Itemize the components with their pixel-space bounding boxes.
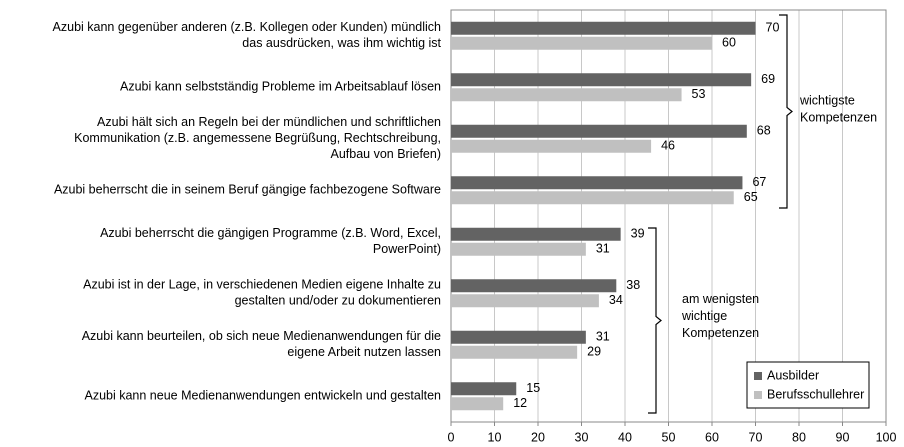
x-tick-label: 70	[749, 430, 763, 444]
value-label: 65	[744, 190, 758, 204]
category-label: Azubi ist in der Lage, in verschiedenen …	[83, 278, 441, 308]
annotation: wichtigste Kompetenzen	[799, 94, 877, 125]
bracket	[648, 227, 662, 414]
plot-frame	[450, 9, 887, 423]
category-label: Azubi kann selbstständig Probleme im Arb…	[120, 80, 441, 94]
value-label: 29	[587, 345, 601, 359]
legend-swatch	[754, 372, 762, 380]
x-tick-label: 80	[792, 430, 806, 444]
value-label: 31	[596, 330, 610, 344]
bar	[451, 36, 712, 50]
bar	[451, 21, 756, 35]
legend: Ausbilder Berufsschullehrer	[746, 361, 870, 409]
value-label: 70	[766, 21, 780, 35]
value-label: 31	[596, 242, 610, 256]
x-tick-label: 90	[836, 430, 850, 444]
bar	[451, 73, 752, 87]
x-tick-label: 30	[575, 430, 589, 444]
x-tick-label: 50	[662, 430, 676, 444]
category-label: Azubi hält sich an Regeln bei der mündli…	[74, 115, 441, 161]
bar	[451, 330, 586, 344]
x-tick-label: 0	[448, 430, 455, 444]
value-label: 46	[661, 139, 675, 153]
category-label: Azubi beherrscht die gängigen Programme …	[100, 226, 441, 256]
category-label: Azubi kann neue Medienanwendungen entwic…	[84, 389, 441, 403]
x-tick-label: 10	[488, 430, 502, 444]
category-label: Azubi kann gegenüber anderen (z.B. Kolle…	[53, 20, 442, 50]
value-label: 12	[513, 396, 527, 410]
x-tick-label: 40	[618, 430, 632, 444]
x-tick-label: 60	[705, 430, 719, 444]
bar	[451, 279, 617, 293]
value-label: 53	[692, 87, 706, 101]
value-label: 67	[752, 175, 766, 189]
bar	[451, 191, 734, 205]
value-label: 39	[631, 227, 645, 241]
category-label: Azubi beherrscht die in seinem Beruf gän…	[54, 183, 441, 197]
bar	[451, 139, 652, 153]
legend-box	[746, 361, 870, 409]
bar	[451, 382, 517, 396]
bar	[451, 88, 682, 102]
legend-swatch	[754, 391, 762, 399]
bar	[451, 124, 747, 138]
bar	[451, 345, 578, 359]
x-tick-label: 100	[876, 430, 897, 444]
annotation: am wenigsten wichtige Kompetenzen	[681, 292, 759, 340]
value-label: 68	[757, 124, 771, 138]
value-label: 34	[609, 293, 623, 307]
bar	[451, 176, 743, 190]
bar	[451, 397, 504, 411]
value-label: 60	[722, 36, 736, 50]
bar	[451, 294, 599, 308]
value-label: 38	[626, 278, 640, 292]
bracket	[779, 14, 793, 209]
x-tick-label: 20	[531, 430, 545, 444]
bar	[451, 242, 586, 256]
bar	[451, 227, 621, 241]
legend-label: Ausbilder	[767, 368, 819, 382]
value-label: 15	[526, 381, 540, 395]
category-label: Azubi kann beurteilen, ob sich neue Medi…	[82, 329, 441, 359]
legend-label: Berufsschullehrer	[767, 387, 864, 401]
value-label: 69	[761, 72, 775, 86]
